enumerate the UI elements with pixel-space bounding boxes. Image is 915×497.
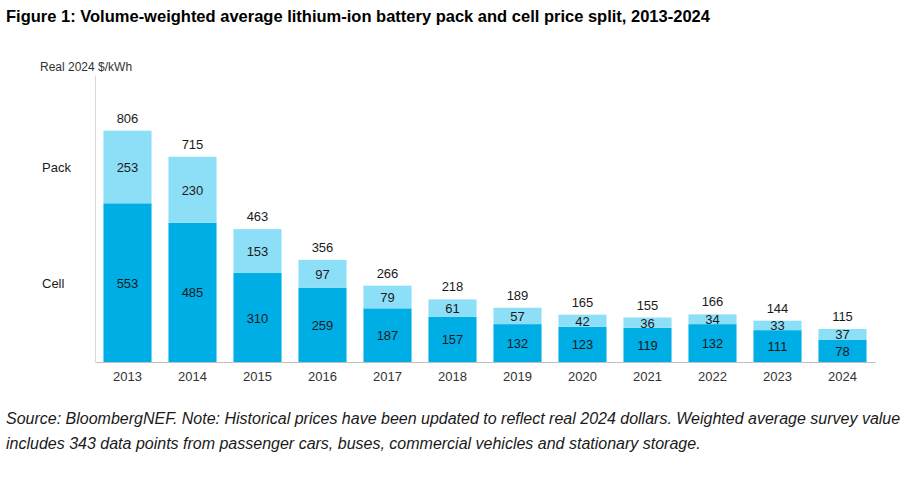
bar-segment bbox=[168, 223, 216, 362]
total-label: 144 bbox=[767, 301, 789, 316]
data-label: 79 bbox=[380, 290, 394, 305]
data-label: 33 bbox=[770, 318, 784, 333]
y-axis-label: Real 2024 $/kWh bbox=[40, 60, 132, 74]
bar-segment bbox=[363, 308, 411, 362]
bars bbox=[103, 131, 866, 362]
bar-segment bbox=[233, 273, 281, 362]
data-label: 553 bbox=[117, 276, 139, 291]
x-axis: 2013 2014 2015 2016 2017 2018 2019 2020 2021 2022… bbox=[96, 363, 876, 385]
bar-segment bbox=[233, 229, 281, 273]
x-tick: 2013 bbox=[113, 369, 142, 384]
bar-segment bbox=[493, 308, 541, 324]
bar-segment bbox=[103, 203, 151, 362]
x-tick-label: 2023 bbox=[763, 369, 792, 384]
data-label: 36 bbox=[640, 316, 654, 331]
x-tick: 2018 bbox=[438, 369, 467, 384]
total-label: 165 bbox=[572, 295, 594, 310]
data-label: 34 bbox=[705, 312, 719, 327]
series-label: Cell bbox=[42, 276, 65, 291]
x-tick: 2024 bbox=[828, 369, 857, 384]
data-label: 310 bbox=[247, 311, 269, 326]
bar-segment bbox=[103, 131, 151, 204]
x-tick-label: 2021 bbox=[633, 369, 662, 384]
data-label: 259 bbox=[312, 318, 334, 333]
series-label: Pack bbox=[42, 160, 71, 175]
data-label: 111 bbox=[768, 339, 788, 354]
x-tick-label: 2013 bbox=[113, 369, 142, 384]
x-tick: 2023 bbox=[763, 369, 792, 384]
title: Figure 1: Volume-weighted average lithiu… bbox=[6, 7, 711, 25]
bar-segment bbox=[688, 324, 736, 362]
x-tick: 2017 bbox=[373, 369, 402, 384]
x-tick: 2019 bbox=[503, 369, 532, 384]
x-tick: 2021 bbox=[633, 369, 662, 384]
total-label: 463 bbox=[247, 209, 269, 224]
data-label: 37 bbox=[835, 327, 849, 342]
total-label: 155 bbox=[637, 298, 659, 313]
data-label: 153 bbox=[247, 244, 269, 259]
bar-segment bbox=[753, 330, 801, 362]
data-label: 78 bbox=[835, 344, 849, 359]
x-axis-line bbox=[96, 362, 876, 363]
data-label: 187 bbox=[377, 328, 399, 343]
source-note: Source: BloombergNEF. Note: Historical p… bbox=[6, 406, 906, 456]
x-tick-label: 2022 bbox=[698, 369, 727, 384]
data-label: 132 bbox=[507, 336, 529, 351]
data-labels: 553 485 310 259 187 157 132 123 119 132 111 78 253 23… bbox=[117, 111, 853, 359]
total-label: 218 bbox=[442, 279, 464, 294]
x-tick: 2014 bbox=[178, 369, 207, 384]
data-label: 132 bbox=[702, 336, 724, 351]
bar-segment bbox=[558, 327, 606, 362]
data-label: 485 bbox=[182, 285, 204, 300]
x-tick: 2022 bbox=[698, 369, 727, 384]
x-tick-label: 2015 bbox=[243, 369, 272, 384]
bar-segment bbox=[298, 288, 346, 362]
bar-segment bbox=[428, 299, 476, 317]
x-tick-label: 2016 bbox=[308, 369, 337, 384]
data-label: 61 bbox=[445, 301, 459, 316]
bar-segment bbox=[168, 157, 216, 223]
x-tick: 2015 bbox=[243, 369, 272, 384]
total-label: 115 bbox=[832, 309, 853, 324]
bar-segment bbox=[428, 317, 476, 362]
bar-segment bbox=[493, 324, 541, 362]
data-label: 57 bbox=[510, 309, 524, 324]
x-tick: 2016 bbox=[308, 369, 337, 384]
data-label: 42 bbox=[575, 314, 589, 329]
x-tick-label: 2024 bbox=[828, 369, 857, 384]
data-label: 97 bbox=[315, 267, 329, 282]
x-tick-label: 2020 bbox=[568, 369, 597, 384]
total-label: 715 bbox=[182, 137, 204, 152]
x-tick-label: 2018 bbox=[438, 369, 467, 384]
data-label: 230 bbox=[182, 183, 204, 198]
bar-segment bbox=[363, 286, 411, 309]
total-label: 356 bbox=[312, 240, 334, 255]
y-axis bbox=[95, 76, 96, 363]
bar-segment bbox=[623, 328, 671, 362]
total-label: 166 bbox=[702, 294, 724, 309]
total-label: 266 bbox=[377, 266, 399, 281]
x-tick-label: 2014 bbox=[178, 369, 207, 384]
total-label: 806 bbox=[117, 111, 139, 126]
total-label: 189 bbox=[507, 288, 529, 303]
data-label: 253 bbox=[117, 160, 139, 175]
x-tick: 2020 bbox=[568, 369, 597, 384]
bar-segment bbox=[298, 260, 346, 288]
x-tick-label: 2019 bbox=[503, 369, 532, 384]
data-label: 119 bbox=[637, 338, 658, 353]
data-label: 157 bbox=[442, 332, 464, 347]
data-label: 123 bbox=[572, 337, 594, 352]
y-axis-line bbox=[95, 76, 96, 363]
x-tick-label: 2017 bbox=[373, 369, 402, 384]
bar-segment bbox=[818, 340, 866, 362]
